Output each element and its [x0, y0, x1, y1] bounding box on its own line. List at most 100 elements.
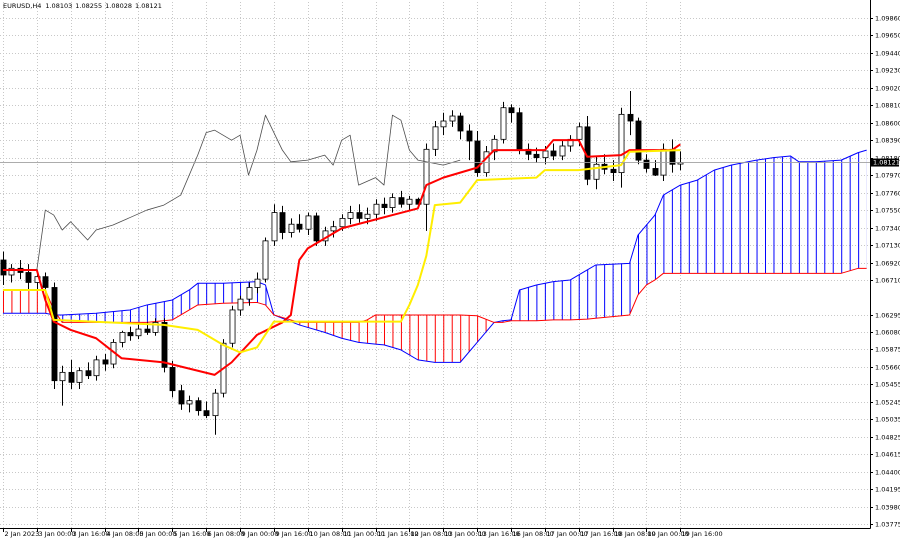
x-tick-label: 19 Jan 00:00	[648, 530, 689, 538]
x-tick-label: 19 Jan 16:00	[682, 530, 723, 538]
x-tick-label: 2 Jan 2023	[5, 530, 40, 538]
candle-body	[516, 112, 523, 150]
y-tick-label: 1.03980	[875, 504, 900, 512]
candle-body	[373, 203, 380, 215]
candle-body	[135, 328, 142, 337]
indicator-line	[2, 139, 681, 376]
candle-body	[102, 359, 109, 365]
x-tick-label: 6 Jan 08:00	[208, 530, 245, 538]
x-tick-label: 3 Jan 16:00	[73, 530, 110, 538]
candle-body	[635, 120, 642, 161]
symbol: EURUSD,H4	[3, 2, 41, 10]
candle-body	[254, 278, 261, 288]
candle-body	[229, 309, 236, 344]
candle-body	[25, 272, 32, 283]
y-tick-label: 1.09860	[875, 15, 900, 23]
y-tick-label: 1.05455	[875, 381, 900, 389]
candle-body	[542, 150, 549, 159]
candle-body	[474, 140, 481, 174]
candle-body	[305, 215, 312, 230]
candle-body	[313, 215, 320, 242]
candle-body	[500, 107, 507, 140]
y-tick-label: 1.09020	[875, 85, 900, 93]
candle-body	[347, 212, 354, 219]
x-tick-label: 4 Jan 08:00	[107, 530, 144, 538]
candle-body	[68, 371, 75, 383]
y-tick-label: 1.05035	[875, 416, 900, 424]
x-tick-label: 3 Jan 00:00	[39, 530, 76, 538]
candle-body	[279, 212, 286, 233]
x-tick-label: 12 Jan 08:00	[411, 530, 452, 538]
y-tick-label: 1.04615	[875, 451, 900, 459]
y-tick-label: 1.06295	[875, 312, 900, 320]
candle-body	[152, 322, 159, 333]
y-tick-label: 1.07130	[875, 242, 900, 250]
x-tick-label: 17 Jan 00:00	[547, 530, 588, 538]
y-tick-label: 1.09440	[875, 50, 900, 58]
y-tick-label: 1.08390	[875, 137, 900, 145]
last-low: 1.08028	[105, 2, 132, 10]
candle-body	[533, 153, 540, 159]
candle-body	[119, 332, 126, 343]
x-tick-label: 5 Jan 00:00	[140, 530, 177, 538]
candle-body	[330, 226, 337, 232]
candle-body	[593, 163, 600, 180]
candle-body	[627, 113, 634, 122]
candle-body	[161, 322, 168, 368]
candle-body	[51, 287, 58, 382]
candle-body	[0, 259, 7, 276]
y-tick-label: 1.07340	[875, 225, 900, 233]
candle-body	[85, 370, 92, 377]
candle-body	[262, 240, 269, 280]
candle-body	[643, 159, 650, 169]
candle-body	[618, 113, 625, 174]
last-high: 1.08255	[75, 2, 102, 10]
x-tick-label: 13 Jan 00:00	[445, 530, 486, 538]
y-tick-label: 1.04825	[875, 434, 900, 442]
y-tick-label: 1.03775	[875, 521, 900, 529]
price-tag	[871, 158, 899, 167]
candle-body	[432, 126, 439, 150]
y-tick-label: 1.06080	[875, 329, 900, 337]
candle-body	[246, 287, 253, 300]
y-tick-label: 1.08600	[875, 120, 900, 128]
candle-body	[491, 138, 498, 153]
y-tick-label: 1.07760	[875, 190, 900, 198]
candle-body	[559, 145, 566, 157]
candle-body	[423, 148, 430, 205]
y-tick-label: 1.07970	[875, 172, 900, 180]
x-tick-label: 18 Jan 08:00	[615, 530, 656, 538]
x-tick-label: 11 Jan 16:00	[378, 530, 419, 538]
y-tick-label: 1.05660	[875, 364, 900, 372]
x-tick-label: 5 Jan 16:00	[174, 530, 211, 538]
candle-body	[508, 107, 515, 114]
candle-body	[42, 276, 49, 288]
candle-body	[288, 223, 295, 233]
chart-header: EURUSD,H4 1.08103 1.08255 1.08028 1.08121	[3, 2, 162, 10]
candle-body	[398, 197, 405, 205]
cloud-line	[2, 267, 867, 323]
last-open: 1.08103	[45, 2, 72, 10]
candle-body	[169, 366, 176, 392]
indicator-line	[2, 149, 681, 354]
candle-body	[381, 203, 388, 208]
price-tag-label: 1.08121	[873, 159, 900, 167]
candle-body	[296, 223, 303, 230]
candle-body	[669, 148, 676, 165]
y-tick-label: 1.09650	[875, 32, 900, 40]
candle-body	[339, 217, 346, 228]
y-tick-label: 1.04400	[875, 469, 900, 477]
x-tick-label: 16 Jan 08:00	[513, 530, 554, 538]
y-tick-label: 1.05245	[875, 399, 900, 407]
candle-body	[8, 267, 15, 276]
x-tick-label: 10 Jan 08:00	[310, 530, 351, 538]
x-tick-label: 17 Jan 16:00	[581, 530, 622, 538]
candle-body	[212, 392, 219, 417]
candle-body	[127, 332, 134, 337]
candle-body	[356, 212, 363, 219]
cloud-fill	[2, 150, 867, 363]
candle-body	[76, 370, 83, 383]
candle-body	[271, 212, 278, 242]
x-tick-label: 9 Jan 00:00	[242, 530, 279, 538]
y-tick-label: 1.04195	[875, 486, 900, 494]
